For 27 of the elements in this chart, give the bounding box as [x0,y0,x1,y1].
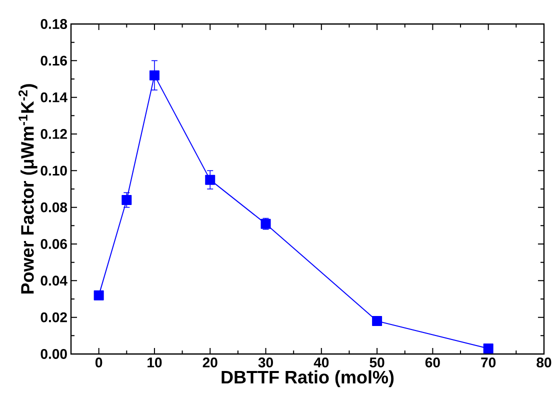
point [122,194,132,205]
x-tick-label: 30 [258,358,273,368]
y-tick-label: 0.00 [40,349,67,359]
point [205,174,216,185]
x-tick-label: 70 [481,358,496,368]
x-tick-label: 80 [536,358,552,368]
x-tick-label: 60 [425,358,440,368]
point [149,70,160,80]
y-tick-label: 0.10 [40,166,67,176]
y-axis-title: Power Factor (μWm$^{-1}$K$^{-2}$) [18,84,38,294]
x-tick-label: 40 [314,358,329,368]
y-tick-label: 0.18 [40,19,68,29]
y-tick-label: 0.04 [40,276,68,286]
x-tick-label: 20 [202,358,218,368]
x-tick-label: 0 [95,358,102,368]
y-tick-label: 0.16 [40,56,67,66]
point [483,343,494,354]
y-tick-label: 0.12 [40,129,67,139]
point [94,290,104,300]
y-tick-label: 0.06 [40,239,67,249]
y-tick-label: 0.14 [40,92,68,102]
point [372,316,382,326]
x-tick-label: 50 [370,358,384,368]
y-tick-label: 0.08 [40,202,68,212]
x-axis-title: DBTTF Ratio (mol%) [222,370,394,388]
y-tick-label: 0.02 [40,312,67,322]
x-tick-label: 10 [148,358,162,368]
